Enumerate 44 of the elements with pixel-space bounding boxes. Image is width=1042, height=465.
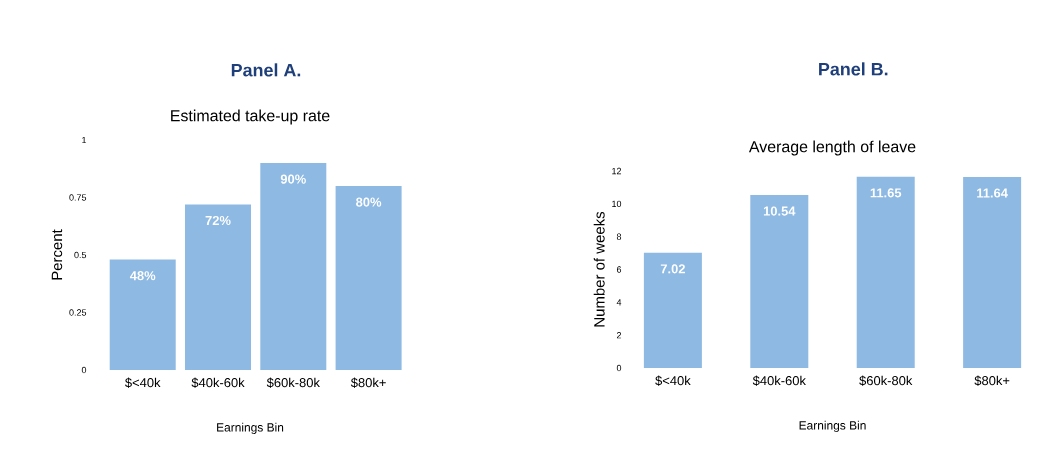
y-tick-label: 2 [616, 332, 622, 339]
bar [109, 259, 176, 370]
x-tick-label: $<40k [125, 377, 161, 388]
bar [335, 186, 402, 370]
x-tick-label: $80k+ [974, 375, 1010, 386]
x-tick-label: $<40k [655, 375, 691, 386]
y-tick-label: 10 [612, 200, 622, 208]
y-tick-label: 0 [616, 364, 622, 372]
bar [185, 204, 251, 370]
x-tick-label: $40k-60k [752, 375, 806, 386]
y-tick-label: 4 [616, 299, 622, 306]
data-label: 48% [129, 271, 156, 281]
y-tick-label: 6 [616, 266, 622, 273]
data-label: 11.64 [977, 188, 1008, 198]
bar [643, 252, 702, 368]
data-label: 80% [356, 197, 382, 207]
bar [856, 176, 915, 368]
y-tick-label: 0.75 [69, 194, 87, 201]
chart-title: Panel A. [231, 63, 301, 77]
data-label: 7.02 [660, 264, 685, 274]
x-tick-label: $80k+ [350, 377, 386, 388]
data-label: 10.54 [763, 206, 796, 216]
chart-subtitle: Estimated take-up rate [171, 109, 330, 125]
y-tick-label: 0 [81, 366, 87, 374]
data-label: 11.65 [870, 188, 902, 198]
x-axis-title: Earnings Bin [217, 422, 284, 434]
chart-subtitle: Average length of leave [748, 140, 916, 156]
y-axis-title: Number of weeks [593, 211, 605, 327]
y-tick-label: 0.25 [69, 309, 87, 316]
x-tick-label: $60k-80k [859, 375, 913, 386]
y-tick-label: 12 [612, 167, 622, 175]
bar [963, 176, 1022, 368]
x-tick-label: $40k-60k [191, 377, 245, 388]
y-tick-label: 0.5 [74, 251, 87, 259]
y-tick-label: 8 [616, 233, 622, 240]
data-label: 90% [280, 174, 306, 184]
x-axis-title: Earnings Bin [799, 420, 866, 432]
bar [750, 194, 809, 368]
y-tick-label: 1 [82, 136, 87, 144]
bar [260, 163, 327, 370]
chart-title: Panel B. [819, 62, 888, 76]
y-axis-title: Percent [51, 229, 63, 280]
x-tick-label: $60k-80k [266, 377, 320, 388]
data-label: 72% [205, 215, 231, 226]
